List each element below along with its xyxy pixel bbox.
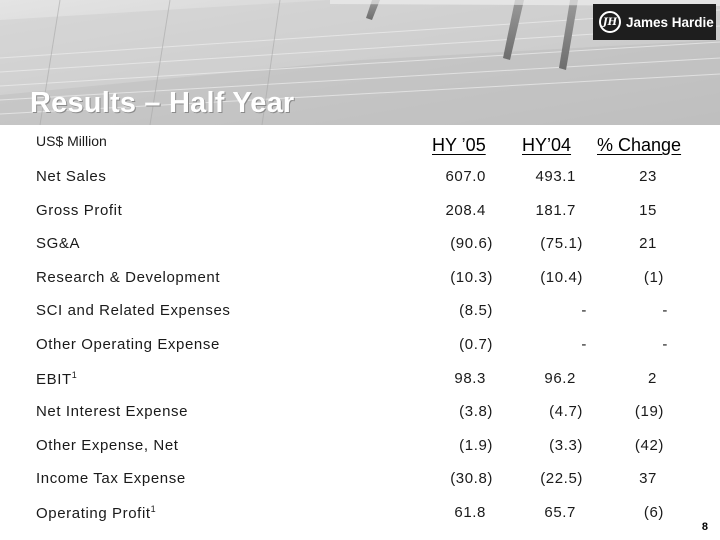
cell-pct-change: 37 <box>639 470 657 488</box>
cell-hy05: (10.3) <box>450 268 493 286</box>
cell-pct-change: - <box>662 336 668 353</box>
cell-hy05: (90.6) <box>450 235 493 253</box>
cell-hy04: (75.1) <box>540 235 583 253</box>
table-row: Other Operating Expense (0.7) - - <box>0 336 720 360</box>
row-label-text: Net Interest Expense <box>36 403 189 421</box>
row-label-text: Gross Profit <box>36 201 123 219</box>
table-row: Research & Development (10.3) (10.4) (1) <box>0 269 720 293</box>
cell-hy04: - <box>581 302 587 320</box>
row-label: Gross Profit <box>36 202 122 219</box>
row-label: SG&A <box>36 235 80 252</box>
cell-pct-change: 2 <box>648 369 657 387</box>
row-label: Net Interest Expense <box>36 403 188 420</box>
row-label: EBIT1 <box>36 370 77 388</box>
row-label: Net Sales <box>36 168 106 185</box>
logo-text: James Hardie <box>626 14 714 30</box>
cell-pct-change: (42) <box>634 436 664 454</box>
cell-pct-change: - <box>662 302 668 320</box>
row-label: Operating Profit1 <box>36 504 156 522</box>
footnote-marker: 1 <box>71 369 77 380</box>
table-row: Net Interest Expense (3.8) (4.7) (19) <box>0 403 720 427</box>
row-label: Other Expense, Net <box>36 437 179 454</box>
cell-hy05: 61.8 <box>454 504 486 521</box>
cell-hy04: 65.7 <box>544 504 576 521</box>
row-label-text: SCI and Related Expenses <box>36 302 231 320</box>
logo-mark-icon: JH <box>599 11 621 33</box>
company-logo: JH James Hardie <box>593 4 716 40</box>
cell-hy05: (8.5) <box>459 302 493 320</box>
column-header-hy05: HY ’05 <box>432 135 486 155</box>
column-header-hy04: HY’04 <box>522 135 572 155</box>
row-label: SCI and Related Expenses <box>36 302 231 319</box>
cell-hy05: (0.7) <box>459 336 493 353</box>
cell-pct-change: (1) <box>643 268 664 286</box>
row-label: Other Operating Expense <box>36 336 220 353</box>
footnote-marker: 1 <box>150 504 156 514</box>
cell-hy04: 493.1 <box>535 168 576 185</box>
units-label: US$ Million <box>36 133 107 149</box>
table-row: Gross Profit 208.4 181.7 15 <box>0 202 720 226</box>
cell-hy04: (4.7) <box>549 403 583 421</box>
cell-hy04: - <box>581 336 587 353</box>
table-row: Other Expense, Net (1.9) (3.3) (42) <box>0 437 720 461</box>
cell-pct-change: (6) <box>643 504 664 521</box>
cell-hy04: (10.4) <box>540 268 583 286</box>
table-row: Net Sales 607.0 493.1 23 <box>0 168 720 192</box>
row-label: Research & Development <box>36 269 220 286</box>
row-label: Income Tax Expense <box>36 470 186 487</box>
row-label-text: Net Sales <box>36 168 107 185</box>
cell-hy04: 96.2 <box>544 369 576 387</box>
row-label-text: EBIT <box>36 370 72 388</box>
cell-pct-change: 15 <box>639 201 657 219</box>
row-label-text: Other Operating Expense <box>36 336 220 353</box>
table-row: EBIT1 98.3 96.2 2 <box>0 370 720 394</box>
row-label-text: Other Expense, Net <box>36 436 179 454</box>
table-row: SG&A (90.6) (75.1) 21 <box>0 235 720 259</box>
header-banner: JH James Hardie Results – Half Year <box>0 0 720 125</box>
cell-hy04: (22.5) <box>540 470 583 488</box>
page-title: Results – Half Year <box>30 87 295 119</box>
cell-hy05: 208.4 <box>445 201 486 219</box>
cell-hy05: 98.3 <box>454 369 486 387</box>
page-number: 8 <box>701 521 708 533</box>
row-label-text: Operating Profit <box>36 505 151 522</box>
cell-pct-change: (19) <box>634 403 664 421</box>
cell-pct-change: 23 <box>639 168 657 185</box>
cell-hy05: (3.8) <box>459 403 493 421</box>
cell-hy05: 607.0 <box>445 168 486 185</box>
table-row: Income Tax Expense (30.8) (22.5) 37 <box>0 470 720 494</box>
row-label-text: Research & Development <box>36 268 221 286</box>
cell-hy04: 181.7 <box>535 201 576 219</box>
cell-pct-change: 21 <box>639 235 657 253</box>
cell-hy05: (1.9) <box>459 436 493 454</box>
cell-hy04: (3.3) <box>549 436 583 454</box>
row-label-text: Income Tax Expense <box>36 470 186 488</box>
row-label-text: SG&A <box>36 235 81 253</box>
column-header-pct-change: % Change <box>597 135 682 155</box>
cell-hy05: (30.8) <box>450 470 493 488</box>
table-row: Operating Profit1 61.8 65.7 (6) <box>0 504 720 528</box>
table-row: SCI and Related Expenses (8.5) - - <box>0 302 720 326</box>
